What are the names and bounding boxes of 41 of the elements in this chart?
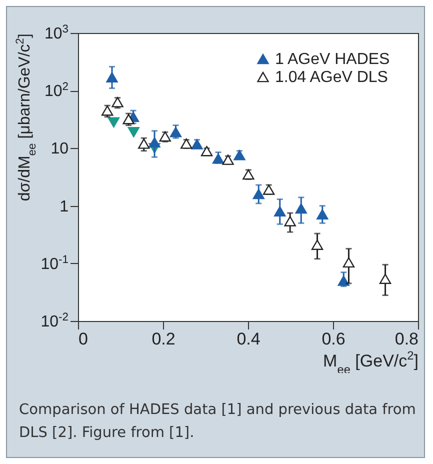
point — [159, 131, 171, 142]
x-tick-label: 0.8 — [394, 330, 418, 348]
point — [200, 146, 213, 156]
x-tick-label: 0.6 — [322, 330, 346, 348]
point — [122, 114, 134, 124]
x-tick-label: 0.2 — [152, 330, 176, 348]
point — [295, 203, 307, 214]
y-tick-label: 10$^{-2}$ — [40, 312, 68, 330]
y-tick-label: 10$^{2}$ — [44, 81, 68, 100]
text: Comparison of HADES data [1] and previous data from DLS [2]. Figure from [1]. — [19, 401, 417, 443]
y-tick-label: 10$^{-1}$ — [40, 254, 68, 273]
point — [262, 184, 275, 195]
point — [101, 105, 114, 116]
point — [234, 150, 246, 160]
point — [338, 276, 350, 286]
point — [274, 206, 286, 217]
point — [138, 138, 150, 149]
point — [112, 97, 124, 108]
point — [128, 127, 140, 138]
y-tick-label: 10$^{3}$ — [44, 24, 68, 42]
point — [222, 154, 234, 165]
legend-label: 1.04 AGeV DLS — [275, 69, 388, 86]
point — [311, 240, 324, 250]
point — [316, 209, 328, 220]
point — [342, 257, 355, 268]
point — [170, 127, 182, 138]
point — [191, 139, 203, 150]
legend-label: 1 AGeV HADES — [275, 51, 390, 68]
point — [212, 153, 224, 164]
y-tick-label: 1 — [60, 198, 69, 216]
point — [148, 137, 160, 148]
point — [379, 274, 392, 284]
point — [108, 117, 120, 128]
y-tick-label: 10 — [50, 140, 69, 158]
point — [106, 72, 118, 82]
point — [252, 188, 264, 200]
x-tick-label: 0.4 — [236, 330, 260, 348]
point — [180, 138, 192, 149]
point — [242, 169, 254, 180]
point — [284, 216, 296, 226]
x-tick-label: 0 — [78, 330, 88, 348]
